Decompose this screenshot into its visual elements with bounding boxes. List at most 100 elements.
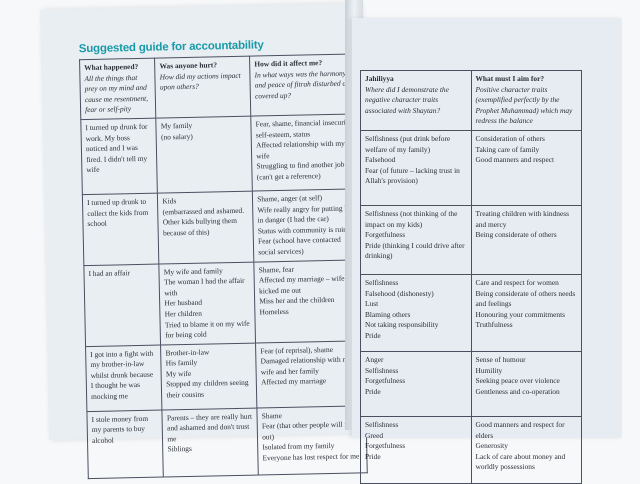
column-title: What must I aim for? xyxy=(475,74,545,83)
cell-aim: Good manners and respect for elders Gener… xyxy=(470,415,582,484)
cell-line: I got into a fight with my brother-in-la… xyxy=(90,348,154,402)
cell-happened: I had an affair xyxy=(83,263,161,347)
cell-line: Falsehood (dishonesty) xyxy=(365,288,434,298)
cell-line: Care and respect for women xyxy=(475,277,559,287)
cell-jahiliyya: Anger Selfishness Forgetfulness Pride xyxy=(360,350,472,417)
cell-line: Lack of care about money and worldly pos… xyxy=(475,451,566,472)
column-subtitle: In what ways was the harmony and peace o… xyxy=(254,68,354,101)
cell-line: Pride xyxy=(365,386,381,396)
cell-line: Seeking peace over violence xyxy=(475,376,560,386)
column-header-what-must-i-aim-for: What must I aim for? Positive character t… xyxy=(470,70,582,131)
cell-line: Parents – they are really hurt and asham… xyxy=(166,411,253,444)
right-page: Jahiliyya Where did I demonstrate the neg… xyxy=(352,18,622,484)
cell-jahiliyya: Selfishness Falsehood (dishonesty) Lust Bla… xyxy=(360,273,472,352)
accountability-table-left: What happened? All the things that prey o… xyxy=(79,53,368,479)
cell-line: Fear (of future – lacking trust in Allah… xyxy=(365,165,460,186)
cell-hurt: Parents – they are really hurt and asham… xyxy=(162,407,259,477)
column-header-what-happened: What happened? All the things that prey o… xyxy=(79,58,157,120)
cell-line: Gentleness and co-operation xyxy=(475,386,560,396)
column-subtitle: How did my actions impact upon others? xyxy=(159,70,241,92)
cell-aim: Consideration of others Taking care of fa… xyxy=(470,129,582,206)
cell-happened: I turned up drunk to collect the kids fr… xyxy=(82,193,160,266)
cell-line: Being considerate of others needs and fe… xyxy=(475,288,576,309)
cell-line: Affected relationship with my wife xyxy=(255,138,345,161)
cell-line: Selfishness xyxy=(365,419,399,429)
table-row: I stole money from my parents to buy alc… xyxy=(86,405,368,479)
column-title: Jahiliyya xyxy=(365,74,394,83)
column-header-how-did-it-affect-me: How did it affect me? In what ways was th… xyxy=(249,53,360,117)
cell-line: (no salary) xyxy=(160,131,193,142)
cell-line: Pride (thinking I could drive after drin… xyxy=(365,240,465,261)
cell-hurt: Kids (embarrassed and ashamed. Other kids… xyxy=(157,191,255,264)
column-header-jahiliyya: Jahiliyya Where did I demonstrate the neg… xyxy=(360,70,472,131)
page-title: Suggested guide for accountability xyxy=(78,39,264,56)
cell-line: Siblings xyxy=(167,444,192,454)
cell-line: Struggling to find another job (can't ge… xyxy=(256,160,345,182)
cell-line: Affected my marriage – wife kicked me ou… xyxy=(258,273,345,296)
cell-line: Generosity xyxy=(475,441,508,451)
cell-hurt: My wife and family The woman I had the af… xyxy=(159,261,256,345)
table-row: Selfishness (put drink before welfare of… xyxy=(360,129,582,206)
cell-line: Selfishness (put drink before welfare of… xyxy=(365,133,451,154)
column-subtitle: Positive character traits (exemplified p… xyxy=(475,84,573,126)
table-row: Selfishness Falsehood (dishonesty) Lust Bla… xyxy=(360,273,582,352)
cell-line: Fear (school have contacted social servi… xyxy=(257,235,341,257)
cell-line: Sense of humour xyxy=(475,354,526,364)
cell-line: Truthfulness xyxy=(475,320,513,330)
cell-happened: I stole money from my parents to buy alc… xyxy=(86,409,164,479)
cell-line: Taking care of family xyxy=(475,144,540,154)
cell-aim: Care and respect for women Being consider… xyxy=(470,273,582,352)
cell-aim: Sense of humour Humility Seeking peace ove… xyxy=(470,350,582,417)
cell-line: Tried to blame it on my wife for being c… xyxy=(164,318,250,340)
cell-happened: I turned up drunk for work. My boss noti… xyxy=(80,118,158,195)
cell-line: Wife really angry for putting kids in da… xyxy=(257,202,357,225)
cell-line: Greed xyxy=(365,430,384,440)
table-row: I turned up drunk to collect the kids fr… xyxy=(82,188,363,266)
cell-line: Forgetfulness xyxy=(365,441,406,451)
table-row: I turned up drunk for work. My boss noti… xyxy=(80,113,362,195)
cell-line: I turned up drunk to collect the kids fr… xyxy=(86,196,149,229)
cell-jahiliyya: Selfishness Greed Forgetfulness Pride xyxy=(360,415,472,484)
cell-line: Good manners and respect xyxy=(475,155,555,165)
cell-line: Selfishness xyxy=(365,277,399,287)
table-row: Selfishness Greed Forgetfulness Pride Good m… xyxy=(360,415,582,484)
cell-line: Stopped my children seeing their cousins xyxy=(166,378,249,400)
accountability-table-right: Jahiliyya Where did I demonstrate the neg… xyxy=(360,70,582,484)
cell-line: I had an affair xyxy=(88,267,131,278)
table-row: I had an affair My wife and family The wom… xyxy=(83,259,365,347)
cell-line: Pride xyxy=(365,451,381,461)
cell-line: Humility xyxy=(475,365,503,375)
cell-line: Blaming others xyxy=(365,309,411,319)
column-subtitle: All the things that prey on my mind and … xyxy=(84,72,149,115)
left-page: Suggested guide for accountability What … xyxy=(40,3,369,479)
cell-line: Lust xyxy=(365,299,379,309)
cell-aim: Treating children with kindness and merc… xyxy=(470,204,582,275)
cell-line: Fear, shame, financial insecurity, self-… xyxy=(255,117,354,140)
table-row: I got into a fight with my brother-in-la… xyxy=(85,340,366,412)
cell-line: Good manners and respect for elders xyxy=(475,419,565,440)
cell-line: Forgetfulness xyxy=(365,230,406,240)
cell-line: Pride xyxy=(365,330,381,340)
cell-line: Honouring your commitments xyxy=(475,309,566,319)
cell-line: Selfishness xyxy=(365,365,399,375)
cell-happened: I got into a fight with my brother-in-la… xyxy=(85,344,163,412)
cell-line: Treating children with kindness and merc… xyxy=(475,208,570,229)
cell-line: Not taking responsibility xyxy=(365,320,439,330)
cell-jahiliyya: Selfishness (not thinking of the impact … xyxy=(360,204,472,275)
table-row: Selfishness (not thinking of the impact … xyxy=(360,204,582,275)
cell-line: The woman I had the affair with xyxy=(163,275,245,298)
cell-hurt: My family (no salary) xyxy=(156,116,253,194)
cell-line: Consideration of others xyxy=(475,133,545,143)
cell-line: Forgetfulness xyxy=(365,376,406,386)
cell-jahiliyya: Selfishness (put drink before welfare of… xyxy=(360,129,472,206)
table-row: Anger Selfishness Forgetfulness Pride Sense … xyxy=(360,350,582,417)
cell-line: Everyone has lost respect for me xyxy=(262,451,360,463)
column-header-was-anyone-hurt: Was anyone hurt? How did my actions impac… xyxy=(154,56,251,119)
cell-line: I turned up drunk for work. My boss noti… xyxy=(85,121,148,175)
cell-line: Selfishness (not thinking of the impact … xyxy=(365,208,458,229)
column-subtitle: Where did I demonstrate the negative cha… xyxy=(365,84,449,115)
cell-hurt: Brother-in-law His family My wife Stopped m… xyxy=(160,342,258,410)
cell-line: Falsehood xyxy=(365,155,396,165)
cell-line: Being considerate of others xyxy=(475,230,557,240)
cell-line: Anger xyxy=(365,354,384,364)
